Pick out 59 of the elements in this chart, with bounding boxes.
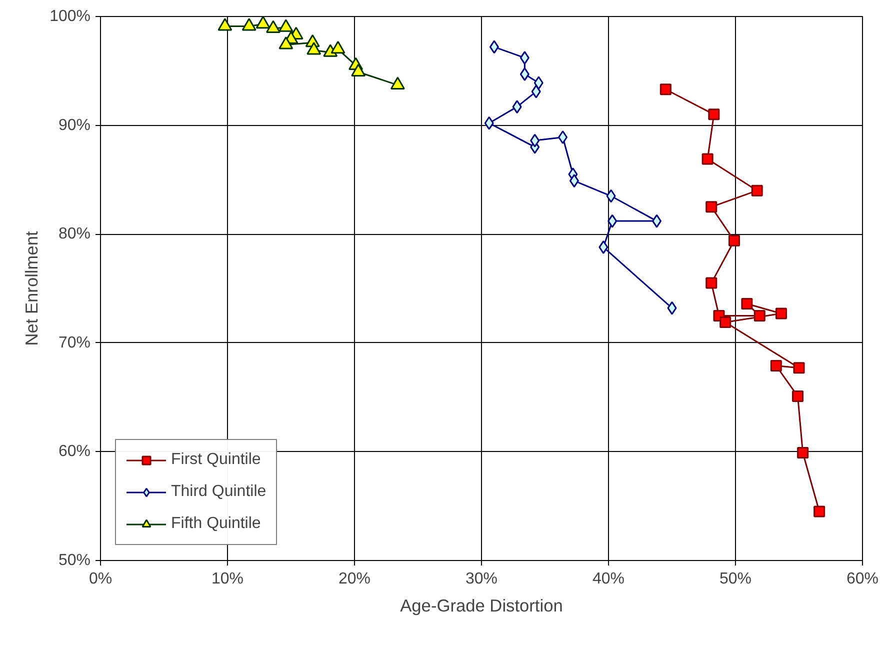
point xyxy=(708,108,720,120)
point xyxy=(754,310,766,322)
point xyxy=(814,506,826,518)
point xyxy=(278,36,294,50)
point xyxy=(266,20,280,33)
point xyxy=(652,214,662,228)
point xyxy=(792,390,804,402)
point xyxy=(608,214,618,228)
x-tick-label: 20% xyxy=(338,570,371,588)
legend-label: First Quintile xyxy=(171,451,261,469)
point xyxy=(797,447,809,459)
point xyxy=(306,42,322,55)
point xyxy=(520,67,530,81)
x-tick-label: 50% xyxy=(719,570,752,588)
y-tick-label: 80% xyxy=(58,226,91,243)
point xyxy=(218,18,232,31)
y-tick-label: 100% xyxy=(50,8,90,25)
point xyxy=(706,201,718,213)
point xyxy=(728,234,740,246)
x-tick-label: 60% xyxy=(846,570,879,588)
point xyxy=(330,40,346,54)
point xyxy=(512,100,522,114)
point xyxy=(278,19,294,32)
x-tick-label: 10% xyxy=(211,570,244,588)
point xyxy=(520,51,530,65)
point xyxy=(531,84,541,98)
point xyxy=(484,116,494,130)
point xyxy=(534,76,544,90)
point xyxy=(702,153,714,165)
point xyxy=(775,308,787,320)
y-tick-label: 90% xyxy=(58,116,91,134)
x-axis-title: Age-Grade Distortion xyxy=(400,596,563,616)
point xyxy=(741,298,753,310)
point xyxy=(793,362,805,374)
legend-label: Fifth Quintile xyxy=(171,515,261,533)
x-tick-label: 0% xyxy=(88,570,112,588)
legend-label: Third Quintile xyxy=(171,483,266,501)
x-tick-label: 30% xyxy=(465,570,498,588)
point xyxy=(390,76,405,90)
point xyxy=(598,240,608,254)
point xyxy=(351,64,366,76)
point xyxy=(558,130,568,144)
point xyxy=(770,360,782,372)
point xyxy=(530,134,540,148)
y-tick-label: 70% xyxy=(58,334,91,352)
point xyxy=(256,16,270,29)
point xyxy=(720,316,732,328)
y-tick-label: 50% xyxy=(58,552,91,569)
point xyxy=(242,18,256,31)
x-tick-label: 40% xyxy=(592,570,625,588)
point xyxy=(569,174,579,188)
point xyxy=(751,184,763,196)
y-tick-label: 60% xyxy=(58,443,91,460)
point xyxy=(660,84,672,96)
point xyxy=(606,189,616,203)
point xyxy=(706,277,718,289)
point xyxy=(667,301,677,315)
point xyxy=(489,40,499,54)
y-axis-title: Net Enrollment xyxy=(22,231,42,346)
